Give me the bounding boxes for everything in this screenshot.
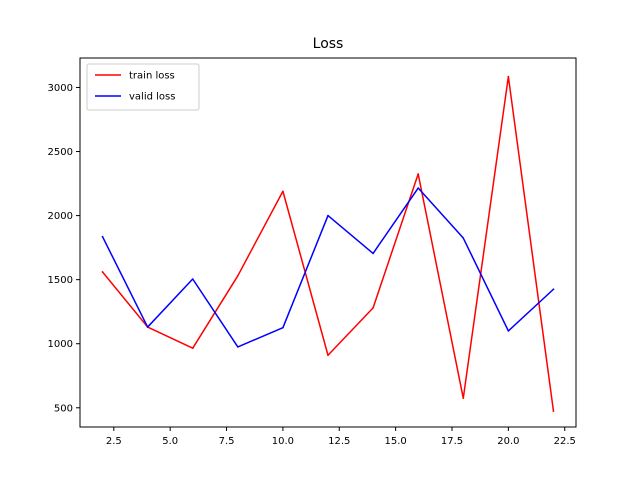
x-tick-label: 7.5	[219, 436, 235, 447]
data-point	[462, 237, 465, 239]
y-tick-label: 2500	[48, 147, 73, 158]
data-point	[146, 326, 149, 328]
data-point	[101, 271, 104, 273]
chart-title: Loss	[313, 36, 344, 52]
x-tick-label: 17.5	[441, 436, 463, 447]
data-point	[101, 235, 104, 238]
data-point	[552, 410, 555, 412]
data-point	[507, 75, 510, 78]
data-point	[282, 326, 284, 329]
legend: train loss valid loss	[86, 63, 200, 111]
data-point	[552, 288, 555, 291]
data-point	[237, 346, 239, 348]
data-point	[237, 275, 239, 277]
x-axis: 2.5 5.0 7.5 10.0 12.5 15.0 17.5 20.0 22.5	[106, 427, 576, 447]
data-point	[507, 330, 510, 332]
x-tick-label: 22.5	[554, 436, 576, 447]
y-tick-label: 2000	[48, 211, 73, 222]
x-tick-label: 15.0	[385, 436, 407, 447]
x-tick-label: 2.5	[106, 436, 122, 447]
plot-frame	[79, 57, 577, 428]
data-point	[327, 354, 329, 357]
data-point	[191, 278, 194, 280]
data-point	[191, 347, 194, 350]
y-tick-label: 500	[54, 403, 73, 414]
x-tick-label: 20.0	[497, 436, 519, 447]
legend-label: train loss	[129, 71, 175, 82]
data-point	[372, 252, 374, 255]
x-tick-label: 10.0	[272, 436, 294, 447]
y-tick-label: 1500	[48, 275, 73, 286]
data-point	[372, 307, 374, 309]
y-axis: 500 1000 1500 2000 2500 3000	[48, 83, 80, 414]
y-tick-label: 3000	[48, 83, 73, 94]
data-point	[327, 214, 329, 217]
y-tick-label: 1000	[48, 339, 73, 350]
data-point	[417, 187, 419, 189]
x-tick-label: 5.0	[162, 436, 178, 447]
x-tick-label: 12.5	[328, 436, 350, 447]
data-point	[417, 173, 419, 175]
data-point	[462, 397, 465, 399]
series-layer	[101, 75, 555, 412]
legend-label: valid loss	[129, 92, 175, 103]
data-point	[282, 190, 284, 193]
